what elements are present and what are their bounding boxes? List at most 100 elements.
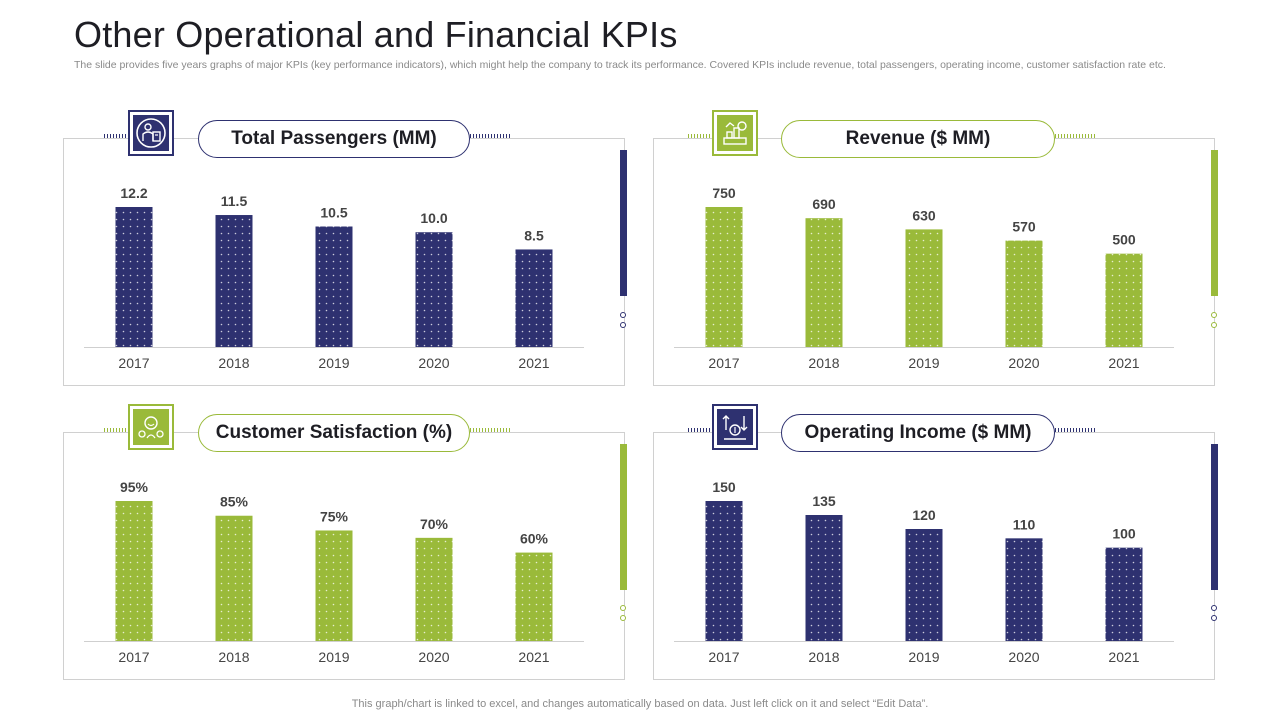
x-tick-label: 2018 <box>218 649 249 665</box>
revenue-icon-box <box>712 110 758 156</box>
accent-dot <box>620 312 626 318</box>
x-tick-label: 2021 <box>1108 649 1139 665</box>
bar-pattern <box>315 226 353 347</box>
accent-dot <box>1211 605 1217 611</box>
revenue-icon <box>723 121 747 145</box>
x-tick-label: 2019 <box>908 355 939 371</box>
bar-chart-passengers[interactable]: 12.2 2017 11.5 2018 10.5 2019 10.0 2020 8.5 2021 <box>64 139 626 387</box>
bar-group[interactable]: 10.0 2020 <box>415 210 453 371</box>
bar-pattern <box>515 552 553 641</box>
chart-panel-satisfaction[interactable]: 95% 2017 85% 2018 75% 2019 70% 2020 60% 2021 <box>63 432 625 680</box>
x-tick-label: 2017 <box>118 355 149 371</box>
bar-value-label: 11.5 <box>221 193 248 209</box>
bar-group[interactable]: 120 2019 <box>905 507 943 665</box>
x-tick-label: 2020 <box>418 649 449 665</box>
accent-bar <box>1211 150 1218 296</box>
bar-value-label: 135 <box>812 493 836 509</box>
bar-value-label: 500 <box>1112 232 1136 248</box>
bar-group[interactable]: 8.5 2021 <box>515 227 553 371</box>
bar-group[interactable]: 11.5 2018 <box>215 193 253 371</box>
bar-pattern <box>115 501 153 641</box>
bar-group[interactable]: 10.5 2019 <box>315 205 353 371</box>
panel-title: Revenue ($ MM) <box>845 128 991 149</box>
bar-value-label: 8.5 <box>524 227 544 243</box>
x-tick-label: 2021 <box>1108 355 1139 371</box>
bar-pattern <box>115 207 153 347</box>
income-icon <box>722 415 748 440</box>
bar-pattern <box>1005 538 1043 641</box>
bar-pattern <box>215 515 253 641</box>
bar-value-label: 120 <box>912 507 936 523</box>
accent-bar <box>1211 444 1218 590</box>
accent-bar <box>620 150 627 296</box>
bar-value-label: 10.5 <box>320 205 347 221</box>
panel-title-pill: Operating Income ($ MM) <box>781 414 1055 452</box>
footer-note: This graph/chart is linked to excel, and… <box>351 698 929 710</box>
bar-group[interactable]: 70% 2020 <box>415 516 453 665</box>
x-tick-label: 2020 <box>1008 649 1039 665</box>
bar-group[interactable]: 500 2021 <box>1105 232 1143 371</box>
x-tick-label: 2019 <box>908 649 939 665</box>
bar-value-label: 60% <box>520 531 549 547</box>
bar-group[interactable]: 100 2021 <box>1105 526 1143 665</box>
accent-dot <box>620 605 626 611</box>
bar-group[interactable]: 85% 2018 <box>215 494 253 665</box>
bar-value-label: 10.0 <box>420 210 447 226</box>
passengers-icon <box>136 118 166 148</box>
bar-pattern <box>705 501 743 641</box>
bar-value-label: 750 <box>712 185 736 201</box>
bar-group[interactable]: 750 2017 <box>705 185 743 371</box>
income-icon-box <box>712 404 758 450</box>
bar-value-label: 110 <box>1013 516 1036 532</box>
chart-panel-revenue[interactable]: 750 2017 690 2018 630 2019 570 2020 500 2021 <box>653 138 1215 386</box>
bar-value-label: 570 <box>1012 219 1036 235</box>
bar-group[interactable]: 95% 2017 <box>115 479 153 665</box>
panel-title: Customer Satisfaction (%) <box>215 422 453 443</box>
accent-dot <box>1211 615 1217 621</box>
chart-panel-passengers[interactable]: 12.2 2017 11.5 2018 10.5 2019 10.0 2020 8.5 2021 <box>63 138 625 386</box>
bar-group[interactable]: 12.2 2017 <box>115 185 153 371</box>
bar-value-label: 75% <box>320 508 349 524</box>
bar-pattern <box>515 249 553 347</box>
bar-pattern <box>805 515 843 641</box>
bar-group[interactable]: 60% 2021 <box>515 531 553 665</box>
passengers-icon-box <box>128 110 174 156</box>
bar-pattern <box>1005 240 1043 347</box>
bar-chart-revenue[interactable]: 750 2017 690 2018 630 2019 570 2020 500 2021 <box>654 139 1216 387</box>
bar-pattern <box>805 218 843 347</box>
bar-pattern <box>415 537 453 641</box>
bar-group[interactable]: 630 2019 <box>905 207 943 371</box>
page-subtitle: The slide provides five years graphs of … <box>74 59 1166 71</box>
bar-value-label: 690 <box>812 196 836 212</box>
satisfaction-icon <box>138 416 164 439</box>
bar-chart-satisfaction[interactable]: 95% 2017 85% 2018 75% 2019 70% 2020 60% 2021 <box>64 433 626 681</box>
bar-value-label: 95% <box>120 479 149 495</box>
bar-value-label: 630 <box>912 207 936 223</box>
bar-group[interactable]: 135 2018 <box>805 493 843 665</box>
panel-title: Operating Income ($ MM) <box>804 422 1032 443</box>
bar-group[interactable]: 150 2017 <box>705 479 743 665</box>
chart-panel-operating-income[interactable]: 150 2017 135 2018 120 2019 110 2020 100 2021 <box>653 432 1215 680</box>
bar-group[interactable]: 570 2020 <box>1005 219 1043 371</box>
x-tick-label: 2019 <box>318 355 349 371</box>
bar-group[interactable]: 75% 2019 <box>315 508 353 665</box>
x-tick-label: 2018 <box>808 355 839 371</box>
bar-pattern <box>215 215 253 347</box>
accent-dot <box>1211 322 1217 328</box>
bar-chart-operating-income[interactable]: 150 2017 135 2018 120 2019 110 2020 100 2021 <box>654 433 1216 681</box>
bar-group[interactable]: 110 2020 <box>1005 516 1043 665</box>
x-tick-label: 2020 <box>1008 355 1039 371</box>
bar-pattern <box>705 207 743 347</box>
bar-pattern <box>905 229 943 347</box>
x-tick-label: 2021 <box>518 355 549 371</box>
accent-bar <box>620 444 627 590</box>
bar-value-label: 12.2 <box>120 185 147 201</box>
bar-pattern <box>1105 547 1143 641</box>
accent-dot <box>620 615 626 621</box>
x-tick-label: 2018 <box>218 355 249 371</box>
x-tick-label: 2021 <box>518 649 549 665</box>
bar-group[interactable]: 690 2018 <box>805 196 843 371</box>
panel-title-pill: Revenue ($ MM) <box>781 120 1055 158</box>
page-title: Other Operational and Financial KPIs <box>74 14 678 55</box>
bar-pattern <box>315 530 353 641</box>
